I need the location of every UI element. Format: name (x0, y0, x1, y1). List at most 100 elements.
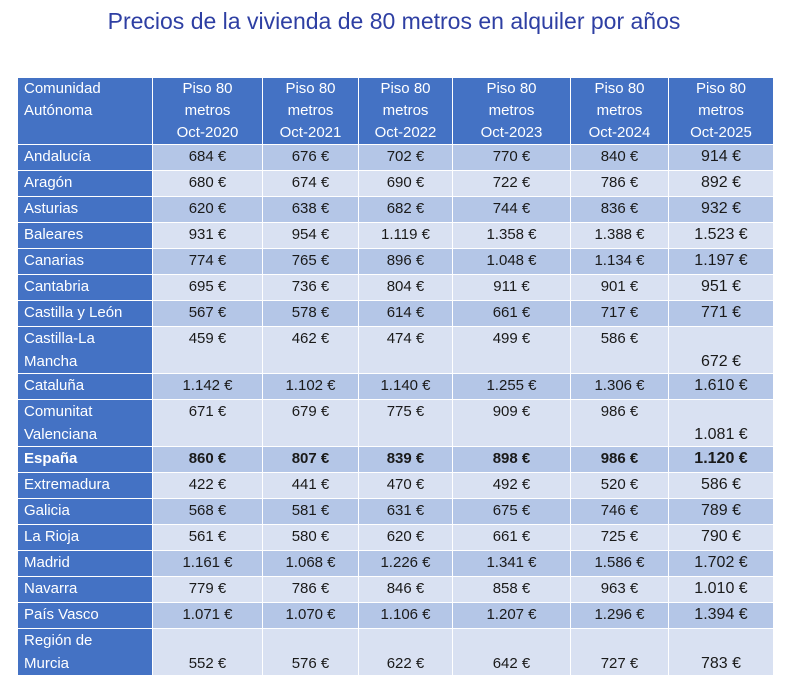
region-cell: Comunitat Valenciana (17, 399, 153, 447)
cell-text-line: Piso 80 (486, 80, 537, 97)
cell-text-line: Valenciana (24, 426, 98, 443)
cell-text-line: Cataluña (24, 377, 85, 394)
price-cell: 620 € (358, 524, 453, 551)
price-cell: 1.071 € (152, 602, 263, 629)
cell-text-line: Aragón (24, 174, 73, 191)
price-cell: 638 € (262, 196, 359, 223)
cell-text-line: metros (382, 102, 429, 119)
cell-text-line: Autónoma (24, 102, 93, 119)
header-cell-year: Piso 80 metros Oct-2024 (570, 77, 669, 145)
region-cell: Galicia (17, 498, 153, 525)
price-cell: 1.358 € (452, 222, 571, 249)
price-cell: 1.134 € (570, 248, 669, 275)
price-cell: 963 € (570, 576, 669, 603)
price-cell: 722 € (452, 170, 571, 197)
price-cell: 840 € (570, 144, 669, 171)
price-cell: 1.388 € (570, 222, 669, 249)
cell-text-line: Oct-2024 (588, 124, 651, 141)
price-cell: 1.610 € (668, 373, 774, 400)
cell-text-line: Comunidad (24, 80, 101, 97)
region-cell: Cataluña (17, 373, 153, 400)
price-cell: 690 € (358, 170, 453, 197)
price-cell: 765 € (262, 248, 359, 275)
page-title: Precios de la vivienda de 80 metros en a… (107, 8, 681, 34)
cell-text-line: metros (698, 102, 744, 119)
header-cell-region: Comunidad Autónoma (17, 77, 153, 145)
price-cell: 674 € (262, 170, 359, 197)
price-cell: 682 € (358, 196, 453, 223)
price-cell: 1.394 € (668, 602, 774, 629)
region-cell: Cantabria (17, 274, 153, 301)
price-cell: 561 € (152, 524, 263, 551)
region-cell: Baleares (17, 222, 153, 249)
price-cell: 951 € (668, 274, 774, 301)
table-row: Cataluña 1.142 €1.102 €1.140 €1.255 €1.30… (17, 373, 774, 400)
price-cell: 672 € (668, 326, 774, 374)
cell-text-line: Oct-2021 (279, 124, 342, 141)
region-cell: Madrid (17, 550, 153, 577)
price-cell: 846 € (358, 576, 453, 603)
price-cell: 620 € (152, 196, 263, 223)
region-cell: Aragón (17, 170, 153, 197)
cell-text-line: La Rioja (24, 528, 80, 545)
price-cell: 858 € (452, 576, 571, 603)
price-cell: 661 € (452, 524, 571, 551)
cell-text-line: metros (184, 102, 231, 119)
price-cell: 520 € (570, 472, 669, 499)
price-cell: 1.702 € (668, 550, 774, 577)
price-cell: 744 € (452, 196, 571, 223)
table-row: Aragón 680 €674 €690 €722 €786 €892 € (17, 170, 774, 197)
price-cell: 1.586 € (570, 550, 669, 577)
price-cell: 695 € (152, 274, 263, 301)
price-cell: 684 € (152, 144, 263, 171)
cell-text-line: Andalucía (24, 148, 91, 165)
table-row: Castilla y León 567 €578 €614 €661 €717 €… (17, 300, 774, 327)
price-cell: 661 € (452, 300, 571, 327)
header-cell-year: Piso 80 metros Oct-2020 (152, 77, 263, 145)
price-cell: 1.010 € (668, 576, 774, 603)
price-cell: 1.306 € (570, 373, 669, 400)
price-cell: 671 € (152, 399, 263, 447)
price-cell: 727 € (570, 628, 669, 676)
cell-text-line: Madrid (24, 554, 70, 571)
header-cell-year: Piso 80 metros Oct-2021 (262, 77, 359, 145)
table-row: Comunitat Valenciana 671 €679 €775 €909 €9… (17, 399, 774, 447)
price-cell: 901 € (570, 274, 669, 301)
price-cell: 770 € (452, 144, 571, 171)
table-row: Navarra 779 €786 €846 €858 €963 €1.010 € (17, 576, 774, 603)
price-cell: 422 € (152, 472, 263, 499)
cell-text-line: Canarias (24, 252, 85, 269)
cell-text-line: Piso 80 (285, 80, 336, 97)
region-cell: Asturias (17, 196, 153, 223)
header-cell-year: Piso 80 metros Oct-2022 (358, 77, 453, 145)
table-row: Castilla-La Mancha 459 €462 €474 €499 €586… (17, 326, 774, 374)
price-cell: 789 € (668, 498, 774, 525)
price-cell: 775 € (358, 399, 453, 447)
price-cell: 932 € (668, 196, 774, 223)
price-cell: 614 € (358, 300, 453, 327)
cell-text-line: Cantabria (24, 278, 90, 295)
price-cell: 622 € (358, 628, 453, 676)
price-cell: 568 € (152, 498, 263, 525)
price-cell: 1.068 € (262, 550, 359, 577)
price-cell: 462 € (262, 326, 359, 374)
region-cell: Navarra (17, 576, 153, 603)
price-cell: 499 € (452, 326, 571, 374)
table-row: La Rioja 561 €580 €620 €661 €725 €790 € (17, 524, 774, 551)
cell-text-line: Galicia (24, 502, 70, 519)
price-cell: 839 € (358, 446, 453, 473)
price-cell: 1.106 € (358, 602, 453, 629)
cell-text-line: Región de (24, 632, 93, 649)
table-row: Madrid 1.161 €1.068 €1.226 €1.341 €1.586 … (17, 550, 774, 577)
price-cell: 492 € (452, 472, 571, 499)
cell-text-line: metros (287, 102, 334, 119)
price-cell: 1.140 € (358, 373, 453, 400)
region-cell: Castilla-La Mancha (17, 326, 153, 374)
table-row: Galicia 568 €581 €631 €675 €746 €789 € (17, 498, 774, 525)
cell-text-line: Baleares (24, 226, 84, 243)
price-cell: 1.119 € (358, 222, 453, 249)
price-cell: 954 € (262, 222, 359, 249)
price-cell: 717 € (570, 300, 669, 327)
region-cell: Región de Murcia (17, 628, 153, 676)
table-row: Extremadura 422 €441 €470 €492 €520 €586 … (17, 472, 774, 499)
